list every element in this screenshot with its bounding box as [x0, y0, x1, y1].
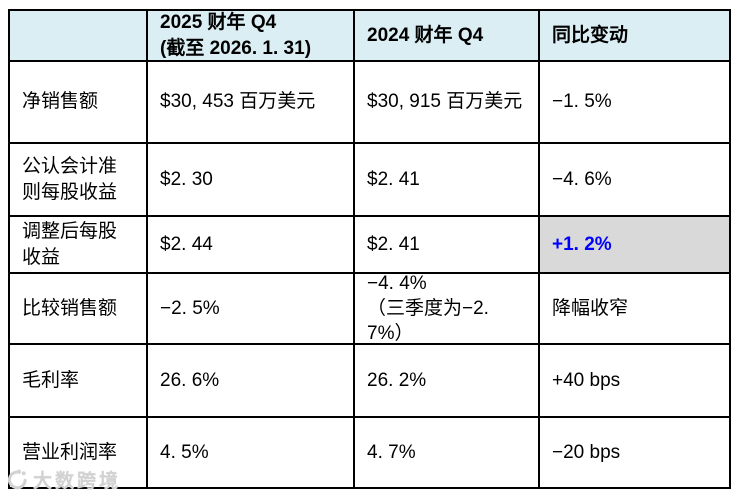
row-operating-margin-fy2024: 4. 7% [355, 418, 540, 487]
row-gross-margin-label: 毛利率 [10, 345, 148, 418]
row-adjusted-eps-label: 调整后每股 收益 [10, 217, 148, 274]
row-gaap-eps-label: 公认会计准 则每股收益 [10, 144, 148, 217]
row-comparable-sales-fy2025: −2. 5% [148, 274, 355, 345]
row-operating-margin-label: 营业利润率 [10, 418, 148, 487]
row-gaap-eps-fy2024: $2. 41 [355, 144, 540, 217]
header-cell-yoy-change: 同比变动 [540, 11, 729, 62]
row-gross-margin-fy2025: 26. 6% [148, 345, 355, 418]
row-operating-margin-fy2025: 4. 5% [148, 418, 355, 487]
row-comparable-sales-fy2024: −4. 4% （三季度为−2. 7%） [355, 274, 540, 345]
row-gross-margin-fy2024: 26. 2% [355, 345, 540, 418]
row-operating-margin-yoy: −20 bps [552, 441, 621, 463]
row-net-sales-yoy: −1. 5% [540, 62, 729, 144]
watermark-logo-icon [5, 468, 28, 491]
row-comparable-sales-label: 比较销售额 [10, 274, 148, 345]
row-net-sales-label: 净销售额 [10, 62, 148, 144]
row-net-sales-fy2024: $30, 915 百万美元 [355, 62, 540, 144]
row-adjusted-eps-yoy-highlighted: +1. 2% [540, 217, 729, 274]
row-gaap-eps-fy2025: $2. 30 [148, 144, 355, 217]
row-adjusted-eps-fy2025: $2. 44 [148, 217, 355, 274]
row-net-sales-fy2025: $30, 453 百万美元 [148, 62, 355, 144]
financial-comparison-table: 2025 财年 Q4 (截至 2026. 1. 31) 2024 财年 Q4 同… [8, 9, 731, 489]
row-gross-margin-yoy: +40 bps [540, 345, 729, 418]
row-gaap-eps-yoy: −4. 6% [540, 144, 729, 217]
row-adjusted-eps-fy2024: $2. 41 [355, 217, 540, 274]
watermark: 大数跨境 [5, 466, 121, 493]
header-cell-fy2024-q4: 2024 财年 Q4 [355, 11, 540, 62]
header-cell-metric [10, 11, 148, 62]
watermark-text: 大数跨境 [33, 471, 122, 492]
header-cell-fy2025-q4: 2025 财年 Q4 (截至 2026. 1. 31) [148, 11, 355, 62]
row-comparable-sales-yoy: 降幅收窄 [540, 274, 729, 345]
